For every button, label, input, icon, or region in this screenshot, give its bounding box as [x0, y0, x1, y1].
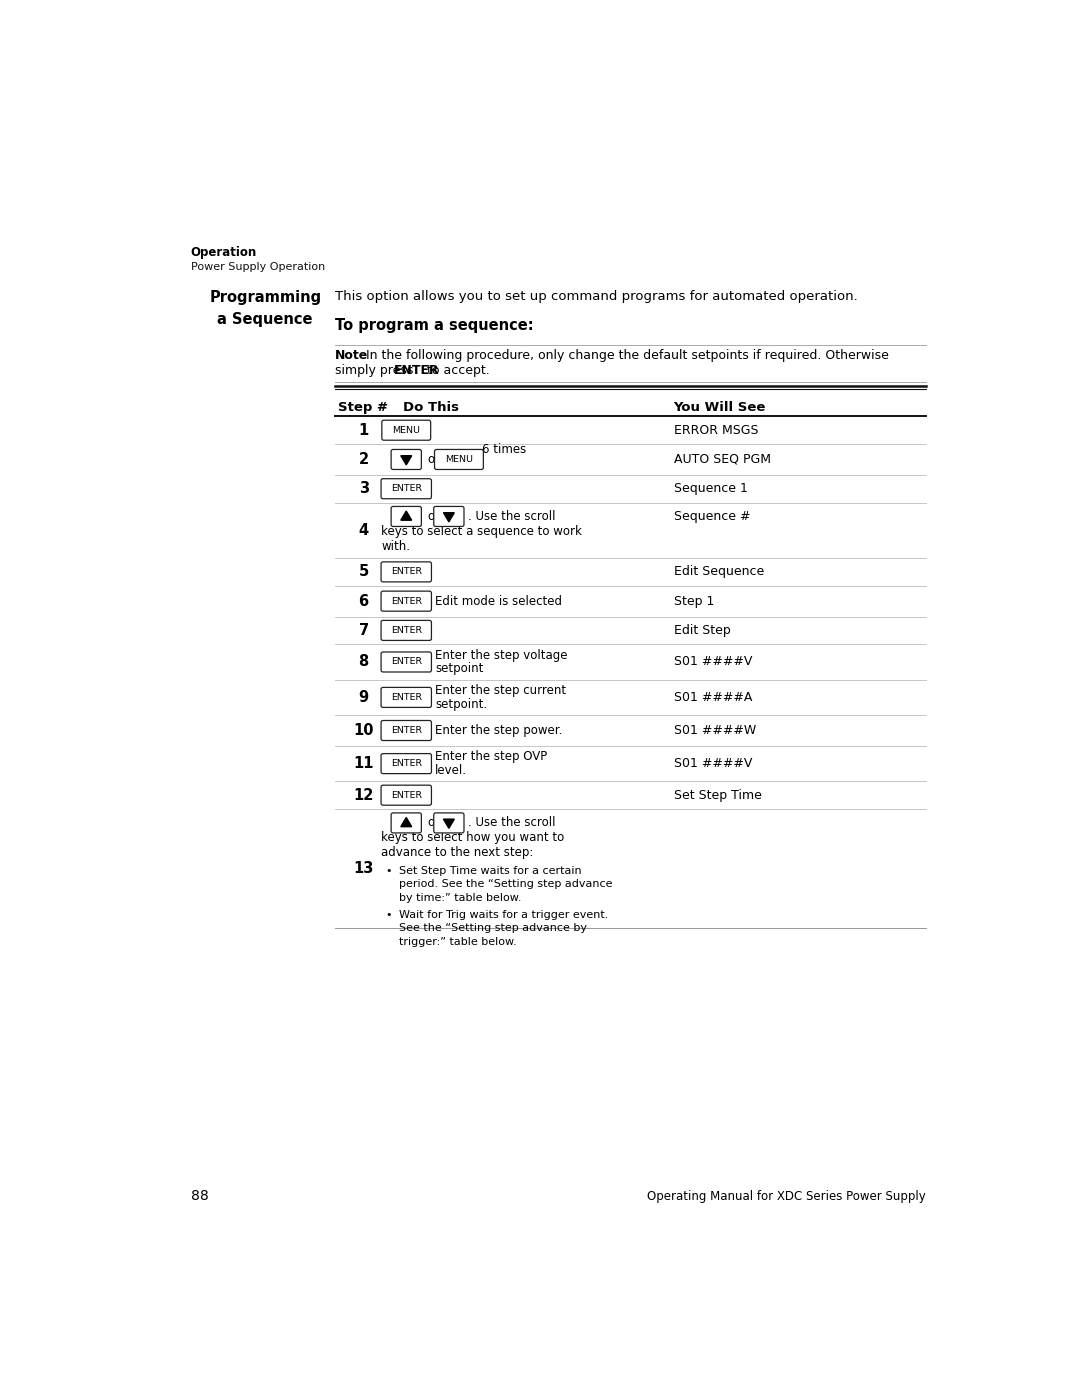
Text: . Use the scroll: . Use the scroll — [469, 510, 556, 522]
Text: Operating Manual for XDC Series Power Supply: Operating Manual for XDC Series Power Su… — [647, 1190, 926, 1203]
Text: S01 ####W: S01 ####W — [674, 724, 756, 738]
Polygon shape — [401, 511, 411, 520]
Text: MENU: MENU — [445, 455, 473, 464]
Text: Edit Step: Edit Step — [674, 624, 730, 637]
Polygon shape — [401, 455, 411, 465]
Text: Wait for Trig waits for a trigger event.: Wait for Trig waits for a trigger event. — [400, 909, 609, 919]
Text: or: or — [428, 510, 440, 522]
Text: 12: 12 — [353, 788, 374, 803]
Text: •: • — [386, 909, 392, 919]
Text: keys to select how you want to: keys to select how you want to — [381, 831, 565, 844]
Text: 4: 4 — [359, 522, 368, 538]
Text: ENTER: ENTER — [391, 658, 422, 666]
Text: Edit Sequence: Edit Sequence — [674, 566, 764, 578]
Text: 5: 5 — [359, 564, 368, 580]
Text: ENTER: ENTER — [391, 693, 422, 701]
Text: with.: with. — [381, 541, 410, 553]
Text: 8: 8 — [359, 654, 368, 669]
Text: ERROR MSGS: ERROR MSGS — [674, 423, 758, 437]
Text: 6 times: 6 times — [482, 443, 526, 455]
Text: 9: 9 — [359, 690, 368, 705]
Text: ENTER: ENTER — [391, 597, 422, 606]
Text: Sequence 1: Sequence 1 — [674, 482, 747, 495]
FancyBboxPatch shape — [381, 620, 431, 640]
Text: MENU: MENU — [392, 426, 420, 434]
Text: Step #: Step # — [338, 401, 388, 414]
Text: You Will See: You Will See — [674, 401, 766, 414]
Polygon shape — [444, 513, 455, 522]
Text: a Sequence: a Sequence — [217, 313, 313, 327]
Text: ENTER: ENTER — [391, 485, 422, 493]
Text: Programming: Programming — [210, 291, 321, 305]
Text: Enter the step OVP: Enter the step OVP — [435, 750, 548, 763]
Text: 6: 6 — [359, 594, 368, 609]
Text: period. See the “Setting step advance: period. See the “Setting step advance — [400, 879, 612, 888]
Text: Set Step Time waits for a certain: Set Step Time waits for a certain — [400, 866, 582, 876]
Text: 13: 13 — [353, 861, 374, 876]
Text: Enter the step voltage: Enter the step voltage — [435, 648, 567, 662]
Text: Sequence #: Sequence # — [674, 510, 751, 522]
Text: S01 ####V: S01 ####V — [674, 655, 752, 669]
FancyBboxPatch shape — [381, 753, 431, 774]
FancyBboxPatch shape — [381, 687, 431, 707]
Text: . Use the scroll: . Use the scroll — [469, 816, 556, 830]
Text: ENTER: ENTER — [394, 365, 440, 377]
Text: Enter the step power.: Enter the step power. — [435, 724, 563, 738]
FancyBboxPatch shape — [382, 420, 431, 440]
Text: by time:” table below.: by time:” table below. — [400, 893, 522, 902]
Text: ENTER: ENTER — [391, 626, 422, 634]
Text: Edit mode is selected: Edit mode is selected — [435, 595, 562, 608]
Polygon shape — [401, 817, 411, 827]
Text: 2: 2 — [359, 453, 368, 467]
Text: ENTER: ENTER — [391, 567, 422, 577]
FancyBboxPatch shape — [381, 785, 431, 805]
Text: Set Step Time: Set Step Time — [674, 789, 761, 802]
Text: 11: 11 — [353, 756, 374, 771]
Text: ENTER: ENTER — [391, 791, 422, 799]
Text: To program a sequence:: To program a sequence: — [335, 317, 534, 332]
Text: to accept.: to accept. — [423, 365, 490, 377]
FancyBboxPatch shape — [434, 507, 464, 527]
FancyBboxPatch shape — [434, 450, 484, 469]
Text: Operation: Operation — [191, 246, 257, 260]
Text: 3: 3 — [359, 481, 368, 496]
Text: Note: Note — [335, 349, 368, 362]
Text: keys to select a sequence to work: keys to select a sequence to work — [381, 525, 582, 538]
FancyBboxPatch shape — [381, 721, 431, 740]
Text: ENTER: ENTER — [391, 759, 422, 768]
Text: setpoint.: setpoint. — [435, 697, 487, 711]
Text: •: • — [386, 866, 392, 876]
Text: advance to the next step:: advance to the next step: — [381, 847, 534, 859]
Text: S01 ####V: S01 ####V — [674, 757, 752, 770]
Text: Power Supply Operation: Power Supply Operation — [191, 263, 325, 272]
Text: 10: 10 — [353, 724, 374, 738]
Text: 1: 1 — [359, 423, 368, 437]
Polygon shape — [444, 819, 455, 828]
Text: 7: 7 — [359, 623, 368, 638]
Text: This option allows you to set up command programs for automated operation.: This option allows you to set up command… — [335, 291, 858, 303]
Text: or: or — [428, 453, 440, 467]
Text: setpoint: setpoint — [435, 662, 484, 675]
Text: simply press: simply press — [335, 365, 417, 377]
FancyBboxPatch shape — [434, 813, 464, 833]
Text: In the following procedure, only change the default setpoints if required. Other: In the following procedure, only change … — [359, 349, 889, 362]
FancyBboxPatch shape — [381, 652, 431, 672]
FancyBboxPatch shape — [381, 591, 431, 610]
Text: See the “Setting step advance by: See the “Setting step advance by — [400, 923, 588, 933]
Text: 88: 88 — [191, 1189, 208, 1203]
Text: Do This: Do This — [403, 401, 459, 414]
FancyBboxPatch shape — [381, 562, 431, 583]
FancyBboxPatch shape — [391, 813, 421, 833]
FancyBboxPatch shape — [391, 507, 421, 527]
Text: AUTO SEQ PGM: AUTO SEQ PGM — [674, 453, 771, 467]
Text: ENTER: ENTER — [391, 726, 422, 735]
FancyBboxPatch shape — [391, 450, 421, 469]
FancyBboxPatch shape — [381, 479, 431, 499]
Text: level.: level. — [435, 764, 467, 777]
Text: Enter the step current: Enter the step current — [435, 685, 566, 697]
Text: Step 1: Step 1 — [674, 595, 714, 608]
Text: or: or — [428, 816, 440, 830]
Text: trigger:” table below.: trigger:” table below. — [400, 937, 517, 947]
Text: S01 ####A: S01 ####A — [674, 692, 752, 704]
